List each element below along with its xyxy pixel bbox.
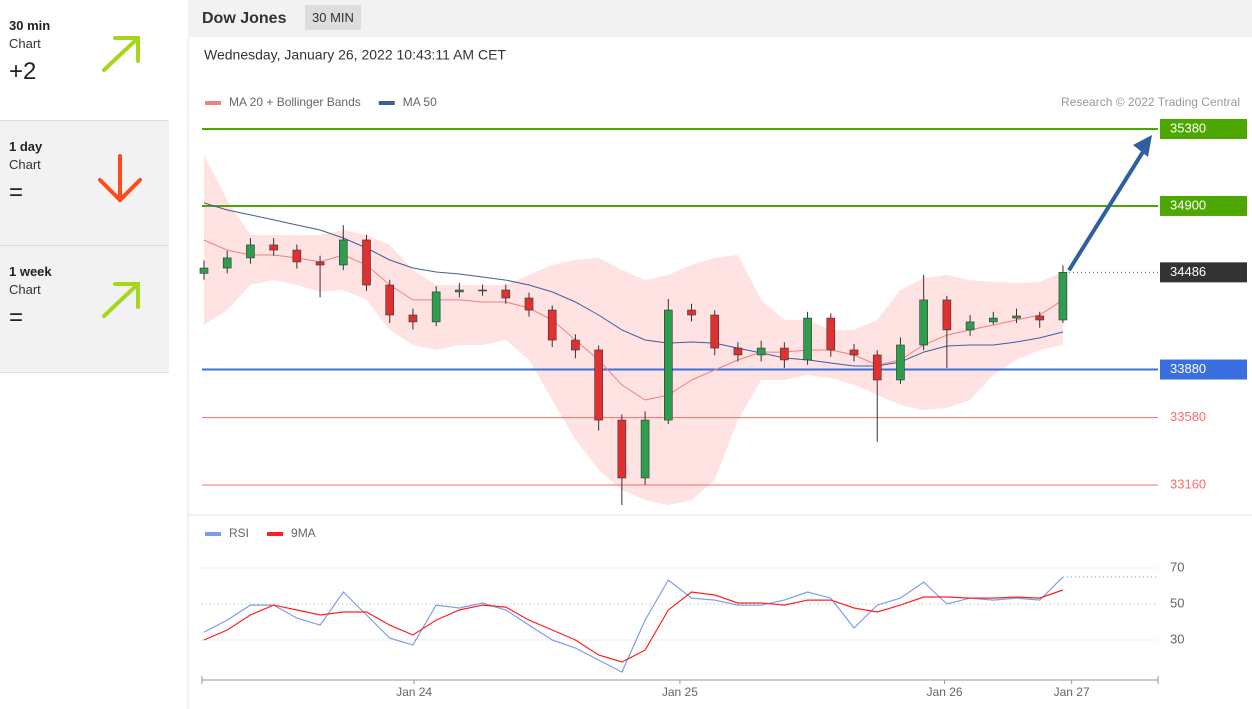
candle-body: [919, 299, 928, 346]
candle-body: [385, 284, 395, 316]
legend-label: MA 50: [403, 95, 437, 109]
y-tick-label: 30: [1170, 631, 1184, 646]
candle-body: [408, 314, 418, 323]
arrow-down: [98, 154, 142, 203]
candle-body: [1012, 315, 1021, 319]
target-arrow: [1067, 145, 1148, 272]
level-badge: [1160, 118, 1247, 139]
signal-value: +2: [9, 58, 37, 85]
header: Dow Jones 30 MIN: [188, 0, 1252, 37]
candle-body: [756, 347, 766, 356]
candle-body: [965, 321, 975, 331]
candle-body: [687, 309, 696, 316]
candle-body: [431, 291, 441, 323]
credit: Research © 2022 Trading Central: [1061, 95, 1240, 109]
candle-body: [222, 257, 232, 269]
candle-body: [663, 309, 673, 421]
candle-body: [733, 347, 743, 356]
instrument-title: Dow Jones: [202, 10, 287, 27]
legend-label: MA 20 + Bollinger Bands: [229, 95, 361, 109]
bollinger-band: [204, 155, 1063, 506]
candle-body: [617, 419, 627, 479]
arrow-up: [102, 282, 140, 318]
signal-1day[interactable]: 1 day Chart =: [0, 121, 169, 246]
candle-body: [571, 339, 580, 351]
candle-body: [547, 309, 557, 341]
signal-1week[interactable]: 1 week Chart =: [0, 246, 169, 373]
x-tick-label: Jan 25: [662, 685, 698, 699]
legend-swatch: [205, 532, 221, 536]
level-label: 33880: [1170, 361, 1206, 376]
level-badge: [1160, 359, 1247, 380]
interval-badge[interactable]: 30 MIN: [305, 5, 361, 30]
signal-title: 1 day: [9, 139, 43, 154]
candle-body: [710, 314, 720, 349]
legend-swatch: [378, 101, 395, 105]
candle-body: [246, 244, 255, 259]
legend-swatch: [267, 532, 284, 536]
signal-value: =: [9, 179, 24, 206]
candle-body: [1058, 272, 1068, 321]
candle-body: [872, 354, 882, 381]
x-tick-label: Jan 27: [1054, 685, 1090, 699]
signal-subtitle: Chart: [9, 157, 41, 172]
signal-30min[interactable]: 30 min Chart +2: [0, 0, 169, 121]
legend-label: RSI: [229, 526, 249, 540]
signal-value: =: [9, 304, 24, 331]
series-line: [203, 576, 1064, 673]
chart-subtitle: Wednesday, January 26, 2022 10:43:11 AM …: [204, 47, 506, 63]
candle-body: [478, 289, 487, 292]
legend-swatch: [205, 101, 221, 105]
candle-body: [524, 297, 534, 311]
candle-body: [826, 317, 836, 351]
signal-subtitle: Chart: [9, 36, 41, 51]
candle-body: [942, 299, 952, 331]
y-tick-label: 70: [1170, 559, 1184, 574]
level-label: 33580: [1170, 409, 1206, 424]
candle-body: [455, 289, 464, 293]
level-label: 34900: [1170, 197, 1206, 212]
level-badge: [1160, 195, 1247, 216]
candle-body: [269, 244, 278, 251]
candle-body: [594, 349, 603, 421]
candle-body: [780, 347, 789, 361]
candle-body: [315, 261, 325, 266]
last-price-label: 34486: [1170, 264, 1206, 279]
x-tick-label: Jan 26: [927, 685, 963, 699]
legend-label: 9MA: [291, 526, 316, 540]
candle-body: [896, 344, 905, 381]
signal-subtitle: Chart: [9, 282, 41, 297]
level-label: 33160: [1170, 476, 1206, 491]
x-tick-label: Jan 24: [396, 685, 432, 699]
candle-body: [640, 419, 650, 479]
candle-body: [199, 267, 209, 274]
target-arrow-head: [1133, 134, 1152, 157]
candle-body: [362, 239, 371, 286]
candle-body: [849, 349, 859, 356]
y-tick-label: 50: [1170, 595, 1184, 610]
series-line: [203, 589, 1064, 663]
last-price-badge: [1160, 262, 1247, 283]
candle-body: [1035, 315, 1045, 321]
signal-title: 30 min: [9, 18, 51, 33]
candle-body: [501, 289, 511, 299]
level-label: 35380: [1170, 120, 1206, 135]
candle-body: [803, 317, 812, 361]
signal-title: 1 week: [9, 264, 52, 279]
candle-body: [292, 249, 302, 263]
candle-body: [338, 239, 348, 266]
arrow-up: [102, 36, 140, 72]
candle-body: [988, 317, 998, 323]
